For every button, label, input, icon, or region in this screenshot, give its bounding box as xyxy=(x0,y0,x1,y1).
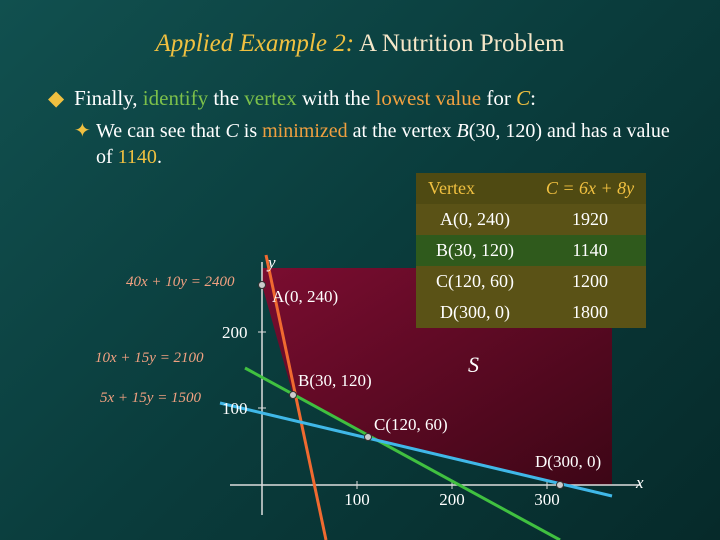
tick-label: 100 xyxy=(344,490,370,509)
equation: 10x + 15y = 2100 xyxy=(95,350,204,366)
header-cell: C = 6x + 8y xyxy=(545,178,635,198)
text: B xyxy=(456,120,469,142)
text: C xyxy=(516,86,531,110)
table-row: B(30, 120) 1140 xyxy=(416,235,646,266)
cell: C(120, 60) xyxy=(436,271,514,291)
text: at the vertex xyxy=(352,120,452,142)
table-row: A(0, 240) 1920 xyxy=(416,204,646,235)
text: minimized xyxy=(262,120,348,142)
vertex xyxy=(556,481,564,489)
text: identify xyxy=(142,86,209,110)
cell: D(300, 0) xyxy=(440,302,510,322)
text: vertex xyxy=(244,86,297,110)
vertex xyxy=(289,391,297,399)
tick-label: 200 xyxy=(222,323,248,342)
vertex xyxy=(258,281,266,289)
text: (30, 120) and has a value of xyxy=(96,120,670,168)
text: the xyxy=(213,86,240,110)
text: . xyxy=(156,146,162,168)
cell: 1800 xyxy=(572,302,608,322)
vertex-label: C(120, 60) xyxy=(374,415,448,434)
sub-bullet: ✦ We can see that C is minimized at the v… xyxy=(74,120,670,168)
table: Vertex C = 6x + 8y A(0, 240) 1920 B(30, 1… xyxy=(416,173,646,328)
constraint-line xyxy=(219,401,613,498)
table-row: C(120, 60) 1200 xyxy=(416,266,646,297)
table-header: Vertex C = 6x + 8y xyxy=(416,173,646,204)
header-cell: Vertex xyxy=(428,178,475,198)
text: is xyxy=(243,120,258,142)
axis-label: x xyxy=(635,473,644,492)
equation: 40x + 10y = 2400 xyxy=(126,274,235,290)
tick-label: 200 xyxy=(439,490,465,509)
tick-label: 300 xyxy=(534,490,560,509)
cell: A(0, 240) xyxy=(440,209,510,229)
constraint-line xyxy=(244,366,561,540)
cell: 1200 xyxy=(572,271,608,291)
bullet: ◆ Finally, identify the vertex with the l… xyxy=(48,86,536,110)
vertex-label: D(300, 0) xyxy=(535,452,601,471)
cell: 1920 xyxy=(572,209,608,229)
text: C xyxy=(225,120,239,142)
text: Finally, xyxy=(74,86,138,110)
text: : xyxy=(530,86,536,110)
text: lowest value xyxy=(375,86,482,110)
region-label: S xyxy=(468,352,479,377)
title: Applied Example 2: A Nutrition Problem xyxy=(0,30,720,58)
vertex xyxy=(364,433,372,441)
axis-label: y xyxy=(266,253,276,272)
title-main: A Nutrition Problem xyxy=(358,30,565,57)
title-lead: Applied Example 2: xyxy=(155,30,355,57)
text: 1140 xyxy=(117,146,157,168)
text: We can see that xyxy=(96,120,221,142)
equation: 5x + 15y = 1500 xyxy=(100,390,202,406)
text: with the xyxy=(302,86,371,110)
tick-label: 100 xyxy=(222,399,248,418)
text: for xyxy=(486,86,511,110)
cell: B(30, 120) xyxy=(436,240,514,260)
feasible-region xyxy=(262,268,612,485)
vertex-label: B(30, 120) xyxy=(298,371,372,390)
table-row: D(300, 0) 1800 xyxy=(416,297,646,328)
vertex-label: A(0, 240) xyxy=(272,287,338,306)
cell: 1140 xyxy=(572,240,608,260)
